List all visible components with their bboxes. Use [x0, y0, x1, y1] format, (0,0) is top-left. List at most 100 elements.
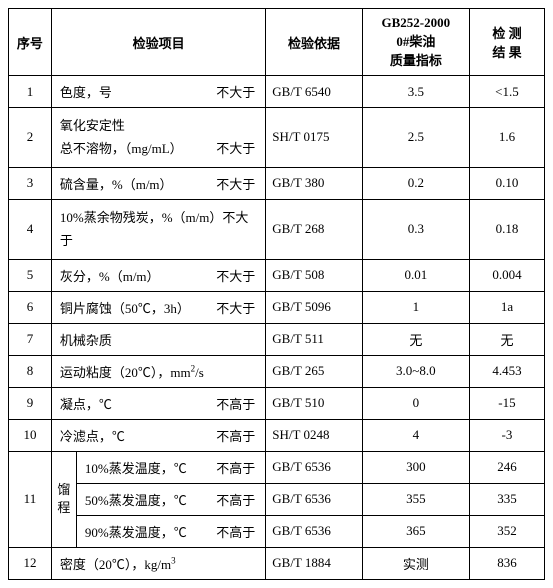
item-limit: 不高于 [216, 394, 261, 413]
cell-std: 2.5 [362, 108, 469, 168]
dist-row: 90%蒸发温度，℃ 不高于 [77, 516, 265, 547]
cell-res: 1.6 [469, 108, 544, 168]
table-row: 1 色度，号 不大于 GB/T 6540 3.5 <1.5 [9, 76, 545, 108]
table-row: 4 10%蒸余物残炭，%（m/m）不大于 GB/T 268 0.3 0.18 [9, 199, 545, 259]
cell-seq: 7 [9, 323, 52, 355]
item-limit: 不高于 [216, 522, 261, 541]
cell-seq: 8 [9, 355, 52, 387]
cell-seq: 2 [9, 108, 52, 168]
cell-res: <1.5 [469, 76, 544, 108]
item-text: 总不溶物，（mg/mL） [60, 141, 183, 156]
cell-res: 1a [469, 291, 544, 323]
cell-res: 0.004 [469, 259, 544, 291]
item-limit: 不高于 [216, 426, 261, 445]
cell-item: 色度，号 不大于 [51, 76, 265, 108]
cell-std: 0.2 [362, 167, 469, 199]
cell-basis: GB/T 265 [266, 355, 362, 387]
distillation-rows: 10%蒸发温度，℃ 不高于 50%蒸发温度，℃ 不高于 90%蒸发温度，℃ 不高… [77, 452, 265, 547]
cell-std: 3.5 [362, 76, 469, 108]
cell-basis: GB/T 508 [266, 259, 362, 291]
cell-basis: GB/T 380 [266, 167, 362, 199]
cell-res: 无 [469, 323, 544, 355]
item-limit: 不大于 [216, 266, 261, 285]
cell-basis: GB/T 1884 [266, 547, 362, 579]
cell-res: 0.10 [469, 167, 544, 199]
cell-basis: GB/T 268 [266, 199, 362, 259]
distillation-label: 馏程 [52, 452, 77, 547]
cell-basis: SH/T 0248 [266, 419, 362, 451]
cell-std: 0 [362, 387, 469, 419]
cell-res: 4.453 [469, 355, 544, 387]
table-row: 12 密度（20℃），kg/m3 GB/T 1884 实测 836 [9, 547, 545, 579]
dist-row: 50%蒸发温度，℃ 不高于 [77, 484, 265, 516]
item-line2: 总不溶物，（mg/mL） 不大于 [60, 137, 261, 160]
item-limit: 不高于 [216, 490, 261, 509]
header-std: GB252-2000 0#柴油 质量指标 [362, 9, 469, 76]
cell-seq: 4 [9, 199, 52, 259]
dist-row: 10%蒸发温度，℃ 不高于 [77, 452, 265, 484]
table-row: 2 氧化安定性 总不溶物，（mg/mL） 不大于 SH/T 0175 2.5 1… [9, 108, 545, 168]
inspection-table: 序号 检验项目 检验依据 GB252-2000 0#柴油 质量指标 检 测 结 … [8, 8, 545, 580]
table-row: 5 灰分，%（m/m） 不大于 GB/T 508 0.01 0.004 [9, 259, 545, 291]
item-limit: 不大于 [216, 298, 261, 317]
item-text: 运动粘度（20℃），mm2/s [60, 365, 204, 380]
item-line1: 氧化安定性 [60, 114, 261, 137]
cell-item-group: 馏程 10%蒸发温度，℃ 不高于 50%蒸发温度，℃ 不高于 90%蒸发温度，℃ [51, 451, 265, 547]
item-text: 10%蒸发温度，℃ [85, 461, 187, 476]
cell-basis: SH/T 0175 [266, 108, 362, 168]
item-text: 色度，号 [60, 85, 112, 100]
item-text: 密度（20℃），kg/m3 [60, 557, 176, 572]
cell-item: 硫含量，%（m/m） 不大于 [51, 167, 265, 199]
cell-basis: GB/T 6540 [266, 76, 362, 108]
header-seq: 序号 [9, 9, 52, 76]
cell-item: 铜片腐蚀（50℃，3h） 不大于 [51, 291, 265, 323]
table-row-distillation: 11 馏程 10%蒸发温度，℃ 不高于 50%蒸发温度，℃ 不高于 [9, 451, 545, 483]
cell-item: 密度（20℃），kg/m3 [51, 547, 265, 579]
item-text: 铜片腐蚀（50℃，3h） [60, 301, 190, 316]
cell-item: 运动粘度（20℃），mm2/s [51, 355, 265, 387]
cell-res: 246 [469, 451, 544, 483]
cell-seq: 1 [9, 76, 52, 108]
cell-seq: 12 [9, 547, 52, 579]
cell-std: 实测 [362, 547, 469, 579]
cell-std: 300 [362, 451, 469, 483]
header-basis: 检验依据 [266, 9, 362, 76]
cell-res: -15 [469, 387, 544, 419]
cell-std: 1 [362, 291, 469, 323]
cell-std: 3.0~8.0 [362, 355, 469, 387]
cell-seq: 10 [9, 419, 52, 451]
cell-seq: 6 [9, 291, 52, 323]
cell-std: 4 [362, 419, 469, 451]
cell-std: 365 [362, 515, 469, 547]
header-item: 检验项目 [51, 9, 265, 76]
cell-seq: 9 [9, 387, 52, 419]
table-row: 9 凝点，℃ 不高于 GB/T 510 0 -15 [9, 387, 545, 419]
dist-label-text: 馏程 [57, 481, 70, 517]
table-row: 3 硫含量，%（m/m） 不大于 GB/T 380 0.2 0.10 [9, 167, 545, 199]
cell-item: 氧化安定性 总不溶物，（mg/mL） 不大于 [51, 108, 265, 168]
cell-item: 冷滤点，℃ 不高于 [51, 419, 265, 451]
cell-res: 352 [469, 515, 544, 547]
table-row: 7 机械杂质 GB/T 511 无 无 [9, 323, 545, 355]
header-result: 检 测 结 果 [469, 9, 544, 76]
cell-std: 0.01 [362, 259, 469, 291]
cell-res: 0.18 [469, 199, 544, 259]
cell-item: 灰分，%（m/m） 不大于 [51, 259, 265, 291]
cell-std: 0.3 [362, 199, 469, 259]
item-text: 冷滤点，℃ [60, 429, 125, 444]
cell-seq: 3 [9, 167, 52, 199]
cell-basis: GB/T 6536 [266, 451, 362, 483]
cell-res: -3 [469, 419, 544, 451]
cell-basis: GB/T 6536 [266, 483, 362, 515]
cell-item: 凝点，℃ 不高于 [51, 387, 265, 419]
item-text: 硫含量，%（m/m） [60, 177, 173, 192]
cell-basis: GB/T 511 [266, 323, 362, 355]
table-row: 10 冷滤点，℃ 不高于 SH/T 0248 4 -3 [9, 419, 545, 451]
item-limit: 不大于 [216, 174, 261, 193]
item-text: 90%蒸发温度，℃ [85, 525, 187, 540]
cell-res: 836 [469, 547, 544, 579]
cell-basis: GB/T 6536 [266, 515, 362, 547]
item-text: 50%蒸发温度，℃ [85, 493, 187, 508]
cell-item: 10%蒸余物残炭，%（m/m）不大于 [51, 199, 265, 259]
cell-std: 无 [362, 323, 469, 355]
